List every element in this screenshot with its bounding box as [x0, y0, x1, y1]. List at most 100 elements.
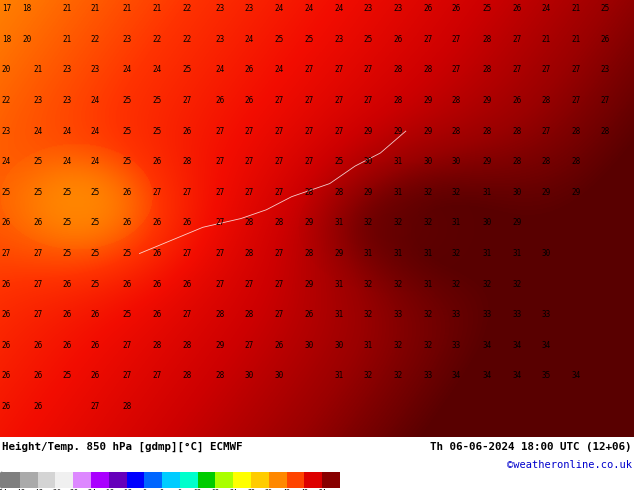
- Text: 28: 28: [335, 188, 344, 197]
- Text: 34: 34: [571, 371, 580, 380]
- Text: -24: -24: [85, 489, 97, 490]
- Text: 23: 23: [216, 35, 224, 44]
- Text: 26: 26: [2, 280, 11, 289]
- Text: 24: 24: [91, 96, 100, 105]
- Text: 27: 27: [183, 310, 191, 319]
- Text: 28: 28: [542, 96, 551, 105]
- Text: 27: 27: [183, 188, 191, 197]
- Text: 25: 25: [91, 188, 100, 197]
- Text: 48: 48: [301, 489, 308, 490]
- Text: 28: 28: [183, 341, 191, 350]
- Text: 25: 25: [153, 96, 162, 105]
- Text: 25: 25: [62, 371, 71, 380]
- Bar: [322, 472, 340, 488]
- Text: 29: 29: [424, 126, 432, 136]
- Text: 24: 24: [62, 157, 71, 166]
- Text: 29: 29: [216, 341, 224, 350]
- Text: 21: 21: [571, 35, 580, 44]
- Text: 25: 25: [122, 157, 131, 166]
- Text: 26: 26: [2, 402, 11, 411]
- Text: 28: 28: [275, 219, 283, 227]
- Text: 25: 25: [363, 35, 372, 44]
- Bar: [162, 472, 180, 488]
- Text: 26: 26: [452, 4, 461, 13]
- Text: 31: 31: [482, 188, 491, 197]
- Text: 26: 26: [62, 310, 71, 319]
- Text: 32: 32: [424, 341, 432, 350]
- Text: 25: 25: [275, 35, 283, 44]
- Text: 28: 28: [183, 157, 191, 166]
- Text: 32: 32: [512, 280, 521, 289]
- Text: -12: -12: [120, 489, 133, 490]
- Text: 26: 26: [34, 341, 42, 350]
- Text: 25: 25: [2, 188, 11, 197]
- Text: 34: 34: [512, 341, 521, 350]
- Text: 25: 25: [122, 249, 131, 258]
- Text: 33: 33: [424, 371, 432, 380]
- Text: 26: 26: [2, 371, 11, 380]
- Text: 32: 32: [452, 280, 461, 289]
- Text: 26: 26: [62, 280, 71, 289]
- Text: 27: 27: [571, 96, 580, 105]
- Text: 24: 24: [62, 126, 71, 136]
- Text: 27: 27: [216, 219, 224, 227]
- Text: 32: 32: [482, 280, 491, 289]
- Text: 27: 27: [335, 126, 344, 136]
- Text: 26: 26: [305, 310, 314, 319]
- Text: 27: 27: [452, 66, 461, 74]
- Text: 27: 27: [91, 402, 100, 411]
- Text: 25: 25: [34, 188, 42, 197]
- Text: 29: 29: [363, 126, 372, 136]
- Text: 34: 34: [542, 341, 551, 350]
- Text: 29: 29: [335, 249, 344, 258]
- Text: 27: 27: [275, 310, 283, 319]
- Text: 32: 32: [394, 280, 403, 289]
- Text: 27: 27: [216, 188, 224, 197]
- Text: -48: -48: [14, 489, 26, 490]
- Text: 26: 26: [601, 35, 610, 44]
- Text: 21: 21: [153, 4, 162, 13]
- Text: 26: 26: [91, 341, 100, 350]
- Text: 27: 27: [512, 35, 521, 44]
- Bar: [127, 472, 145, 488]
- Text: 27: 27: [275, 249, 283, 258]
- Text: 28: 28: [122, 402, 131, 411]
- Text: 26: 26: [62, 341, 71, 350]
- Text: 32: 32: [363, 280, 372, 289]
- Text: 22: 22: [183, 35, 191, 44]
- Text: 21: 21: [571, 4, 580, 13]
- Text: 28: 28: [216, 310, 224, 319]
- Text: 27: 27: [452, 35, 461, 44]
- Text: 32: 32: [424, 219, 432, 227]
- Text: 27: 27: [216, 249, 224, 258]
- Bar: [145, 472, 162, 488]
- Text: 28: 28: [305, 249, 314, 258]
- Text: 27: 27: [305, 126, 314, 136]
- Text: 33: 33: [482, 310, 491, 319]
- Text: 29: 29: [305, 219, 314, 227]
- Text: -6: -6: [140, 489, 148, 490]
- Bar: [304, 472, 322, 488]
- Text: 28: 28: [305, 188, 314, 197]
- Text: 28: 28: [571, 126, 580, 136]
- Text: 32: 32: [363, 219, 372, 227]
- Text: 28: 28: [394, 66, 403, 74]
- Bar: [91, 472, 109, 488]
- Text: 23: 23: [394, 4, 403, 13]
- Text: 27: 27: [122, 371, 131, 380]
- Text: 32: 32: [363, 371, 372, 380]
- Text: 27: 27: [275, 157, 283, 166]
- Text: 25: 25: [183, 66, 191, 74]
- Text: ©weatheronline.co.uk: ©weatheronline.co.uk: [507, 460, 632, 470]
- Bar: [251, 472, 269, 488]
- Text: 28: 28: [245, 310, 254, 319]
- Text: 33: 33: [452, 341, 461, 350]
- Text: 21: 21: [62, 35, 71, 44]
- Text: 25: 25: [91, 249, 100, 258]
- Text: 24: 24: [91, 157, 100, 166]
- Text: 27: 27: [245, 126, 254, 136]
- Text: 30: 30: [305, 341, 314, 350]
- Text: 27: 27: [34, 249, 42, 258]
- Text: 26: 26: [34, 219, 42, 227]
- Text: 25: 25: [153, 126, 162, 136]
